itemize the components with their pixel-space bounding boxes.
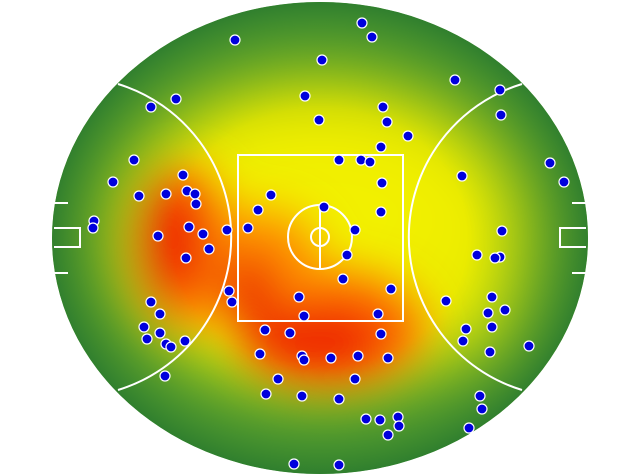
point: [381, 116, 393, 128]
point: [298, 310, 310, 322]
point: [229, 34, 241, 46]
point: [259, 324, 271, 336]
point: [460, 323, 472, 335]
point: [333, 154, 345, 166]
point: [352, 350, 364, 362]
point: [337, 273, 349, 285]
point: [476, 403, 488, 415]
point: [260, 388, 272, 400]
point: [360, 413, 372, 425]
point: [160, 188, 172, 200]
point: [495, 109, 507, 121]
point: [190, 198, 202, 210]
point: [372, 308, 384, 320]
point: [333, 459, 345, 471]
point: [154, 308, 166, 320]
point: [364, 156, 376, 168]
point: [440, 295, 452, 307]
point: [544, 157, 556, 169]
point: [375, 328, 387, 340]
point: [318, 201, 330, 213]
point: [486, 321, 498, 333]
point: [341, 249, 353, 261]
point: [177, 169, 189, 181]
point: [288, 458, 300, 470]
point: [499, 304, 511, 316]
point: [325, 352, 337, 364]
point: [474, 390, 486, 402]
point: [298, 354, 310, 366]
point: [355, 154, 367, 166]
point: [382, 352, 394, 364]
point: [377, 101, 389, 113]
point: [366, 31, 378, 43]
point: [457, 335, 469, 347]
point: [242, 222, 254, 234]
point: [494, 84, 506, 96]
point: [333, 393, 345, 405]
point: [223, 285, 235, 297]
point: [349, 224, 361, 236]
point: [385, 283, 397, 295]
point: [189, 188, 201, 200]
point: [484, 346, 496, 358]
point: [145, 296, 157, 308]
point: [107, 176, 119, 188]
point: [272, 373, 284, 385]
point: [375, 141, 387, 153]
point: [456, 170, 468, 182]
point: [226, 296, 238, 308]
point: [128, 154, 140, 166]
point: [299, 90, 311, 102]
point: [374, 414, 386, 426]
point: [523, 340, 535, 352]
point: [197, 228, 209, 240]
point: [170, 93, 182, 105]
point: [252, 204, 264, 216]
point: [265, 189, 277, 201]
point: [284, 327, 296, 339]
point: [313, 114, 325, 126]
point: [463, 422, 475, 434]
point: [356, 17, 368, 29]
point: [349, 373, 361, 385]
point: [482, 307, 494, 319]
point: [180, 252, 192, 264]
point: [145, 101, 157, 113]
point: [376, 177, 388, 189]
point: [375, 206, 387, 218]
point: [449, 74, 461, 86]
point: [486, 291, 498, 303]
point: [165, 341, 177, 353]
point: [393, 420, 405, 432]
point: [382, 429, 394, 441]
point: [489, 252, 501, 264]
point: [471, 249, 483, 261]
point: [293, 291, 305, 303]
point: [203, 243, 215, 255]
point: [152, 230, 164, 242]
point: [254, 348, 266, 360]
point: [221, 224, 233, 236]
point: [141, 333, 153, 345]
point: [183, 221, 195, 233]
point: [133, 190, 145, 202]
point: [296, 390, 308, 402]
point: [496, 225, 508, 237]
point: [138, 321, 150, 333]
point: [402, 130, 414, 142]
point: [316, 54, 328, 66]
point: [558, 176, 570, 188]
point: [159, 370, 171, 382]
point: [87, 222, 99, 234]
point: [179, 335, 191, 347]
point: [154, 327, 166, 339]
